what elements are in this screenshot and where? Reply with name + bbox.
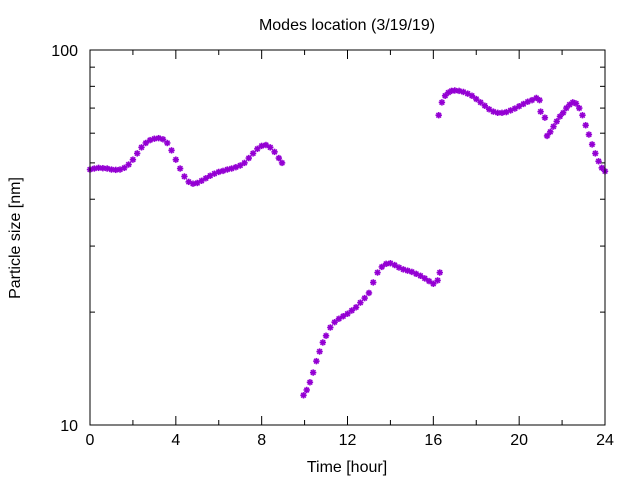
data-point: [309, 369, 317, 376]
data-point: [541, 114, 549, 121]
data-point: [267, 144, 274, 151]
data-point: [319, 339, 327, 346]
data-point: [481, 102, 489, 109]
data-point: [316, 348, 323, 355]
data-point: [434, 277, 441, 284]
data-point: [365, 289, 373, 297]
x-tick-label: 8: [257, 432, 266, 449]
data-point: [417, 272, 424, 279]
data-point: [278, 159, 286, 167]
data-point: [331, 318, 338, 326]
data-point: [436, 269, 443, 276]
data-point: [306, 379, 314, 386]
data-point: [103, 165, 111, 172]
data-point: [95, 164, 102, 172]
data-point: [572, 100, 580, 107]
data-point: [357, 299, 364, 306]
data-point: [138, 144, 145, 151]
data-point: [352, 304, 360, 311]
x-tick-label: 20: [510, 432, 528, 449]
data-point: [327, 324, 334, 331]
data-point: [164, 139, 171, 147]
data-point: [585, 131, 593, 138]
data-point: [473, 95, 480, 103]
data-point: [553, 118, 560, 125]
data-point: [237, 162, 244, 169]
data-point: [378, 263, 386, 271]
data-point: [588, 141, 596, 148]
data-point: [438, 99, 446, 106]
data-point: [451, 87, 458, 94]
data-points: [86, 87, 609, 399]
data-point: [490, 108, 497, 115]
data-point: [142, 139, 149, 147]
data-point: [129, 156, 137, 163]
data-point: [370, 279, 377, 286]
y-tick-label: 100: [51, 43, 78, 60]
data-point: [202, 175, 210, 182]
data-point: [435, 112, 442, 119]
data-point: [374, 269, 381, 276]
data-point: [300, 392, 307, 399]
data-point: [391, 261, 398, 269]
data-point: [494, 109, 501, 117]
data-point: [313, 357, 320, 365]
x-tick-label: 12: [339, 432, 357, 449]
data-point: [595, 158, 602, 165]
data-point: [134, 150, 141, 157]
data-point: [361, 294, 368, 302]
data-point: [335, 315, 343, 322]
data-point: [550, 123, 557, 130]
data-point: [477, 99, 484, 106]
data-point: [245, 154, 252, 162]
data-point: [340, 313, 347, 320]
plot-frame: [89, 49, 606, 426]
data-point: [536, 96, 543, 104]
data-point: [241, 159, 248, 167]
data-point: [430, 280, 437, 287]
data-point: [151, 135, 158, 142]
data-point: [576, 104, 583, 112]
x-tick-label: 0: [86, 432, 95, 449]
data-point: [303, 386, 310, 394]
data-point: [421, 275, 428, 282]
x-tick-label: 16: [424, 432, 442, 449]
data-point: [537, 108, 544, 115]
data-point: [275, 154, 283, 162]
data-point: [582, 122, 589, 129]
chart-title: Modes location (3/19/19): [259, 17, 435, 34]
data-point: [559, 109, 567, 117]
data-point: [254, 145, 261, 153]
data-point: [224, 166, 231, 173]
x-tick-label: 4: [171, 432, 180, 449]
data-point: [176, 165, 184, 172]
axis-ticks: 0 4 8 12 16 20 24 10 100: [51, 43, 614, 449]
data-point: [425, 277, 433, 285]
data-point: [592, 150, 599, 157]
data-point: [579, 112, 586, 119]
data-point: [322, 332, 330, 339]
data-point: [168, 147, 175, 154]
x-tick-label: 24: [596, 432, 614, 449]
data-point: [271, 148, 278, 156]
data-point: [249, 150, 257, 157]
data-point: [198, 177, 205, 184]
data-point: [547, 128, 554, 136]
data-point: [172, 156, 180, 163]
data-point: [125, 161, 132, 168]
data-point: [181, 173, 188, 180]
x-axis-label: Time [hour]: [307, 459, 387, 476]
data-point: [159, 136, 167, 143]
y-axis-label: Particle size [nm]: [7, 177, 24, 299]
y-tick-label: 10: [60, 418, 78, 435]
